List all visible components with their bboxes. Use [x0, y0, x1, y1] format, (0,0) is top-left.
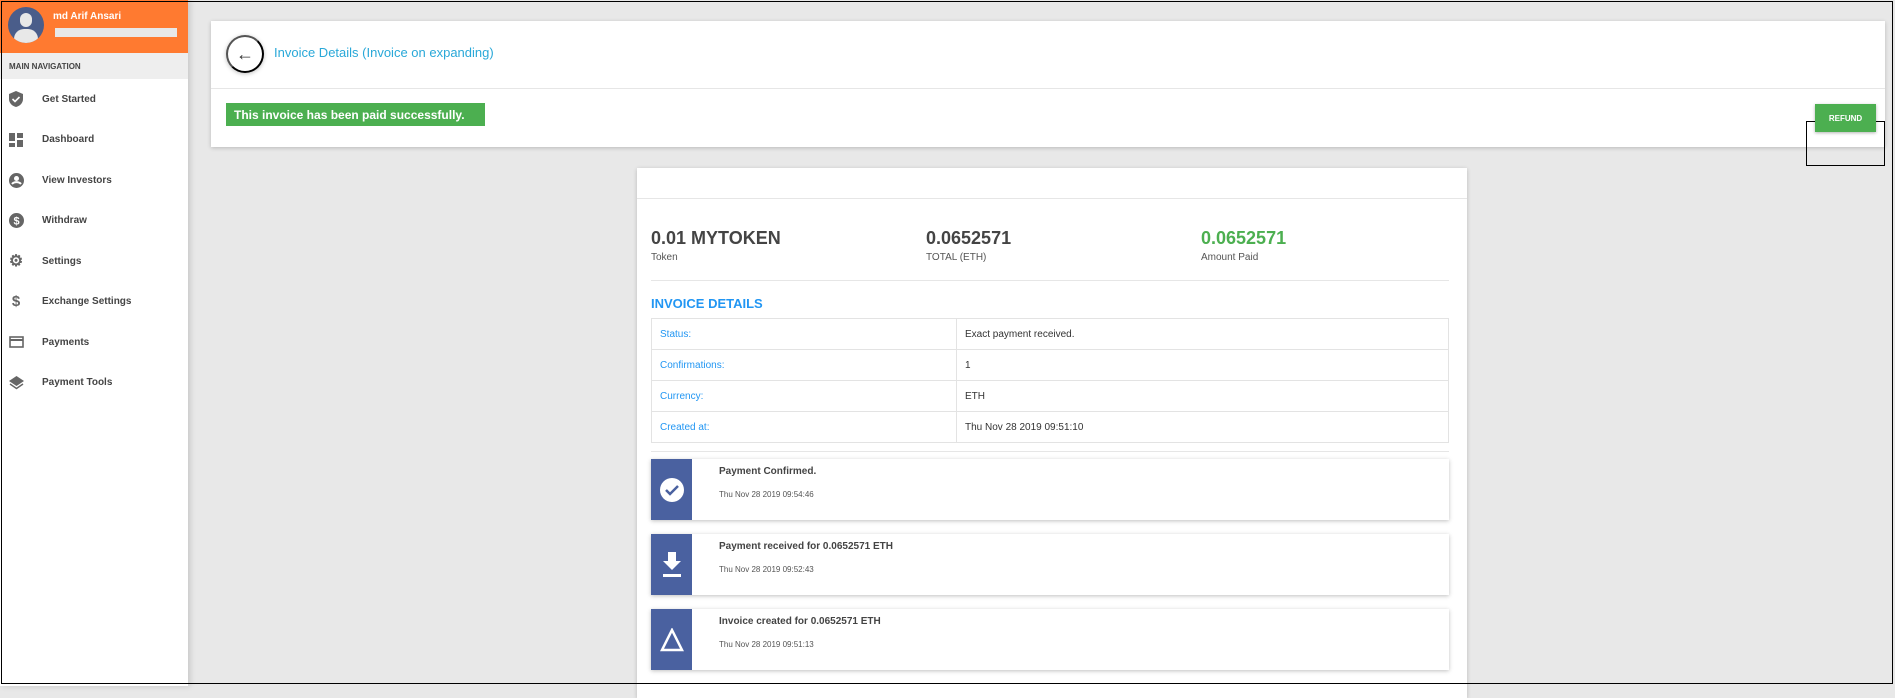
shield-check-icon	[8, 91, 24, 108]
sidebar-item-label: Payments	[42, 336, 90, 348]
svg-text:$: $	[13, 216, 19, 228]
stat-label: Token	[651, 252, 678, 263]
timeline-title: Payment received for 0.0652571 ETH	[719, 541, 893, 552]
row-key: Created at:	[651, 411, 957, 443]
triangle-icon	[651, 609, 692, 670]
page-title: Invoice Details (Invoice on expanding)	[274, 45, 494, 60]
table-row: Status: Exact payment received.	[651, 318, 1449, 350]
sidebar-item-label: Settings	[42, 255, 82, 267]
nav-section-header: MAIN NAVIGATION	[0, 53, 188, 79]
sidebar-item-label: Dashboard	[42, 134, 95, 146]
stat-value: 0.0652571	[926, 228, 1012, 248]
table-row: Currency: ETH	[651, 380, 1449, 412]
dashboard-icon	[8, 132, 24, 148]
back-button[interactable]: ←	[226, 35, 264, 73]
sidebar-item-label: View Investors	[42, 174, 112, 186]
row-value: Exact payment received.	[956, 318, 1449, 350]
timeline-date: Thu Nov 28 2019 09:51:13	[719, 640, 814, 649]
invoice-details-table: Status: Exact payment received. Confirmat…	[651, 318, 1449, 443]
row-key: Confirmations:	[651, 349, 957, 381]
sidebar-item-withdraw[interactable]: $ Withdraw	[0, 201, 188, 242]
timeline-item: Payment Confirmed. Thu Nov 28 2019 09:54…	[651, 459, 1449, 520]
timeline-date: Thu Nov 28 2019 09:52:43	[719, 565, 814, 574]
invoice-details-heading: INVOICE DETAILS	[651, 296, 763, 311]
stat-value: 0.01 MYTOKEN	[651, 228, 781, 248]
arrow-left-icon: ←	[236, 43, 254, 64]
sidebar-item-label: Payment Tools	[42, 377, 113, 389]
check-circle-icon	[651, 459, 692, 520]
sidebar: md Arif Ansari MAIN NAVIGATION Get Start…	[0, 0, 188, 686]
sidebar-item-payment-tools[interactable]: Payment Tools	[0, 363, 188, 404]
dollar-circle-icon: $	[8, 213, 24, 229]
layers-icon	[8, 375, 24, 391]
paid-status-banner: This invoice has been paid successfully.	[226, 103, 485, 126]
row-key: Currency:	[651, 380, 957, 412]
user-panel: md Arif Ansari	[0, 0, 188, 53]
stat-token: 0.01 MYTOKEN Token	[651, 228, 781, 263]
divider	[651, 280, 1449, 281]
table-row: Created at: Thu Nov 28 2019 09:51:10	[651, 411, 1449, 443]
table-row: Confirmations: 1	[651, 349, 1449, 381]
sidebar-item-payments[interactable]: Payments	[0, 322, 188, 363]
row-key: Status:	[651, 318, 957, 350]
sidebar-item-exchange-settings[interactable]: $ Exchange Settings	[0, 282, 188, 323]
timeline-title: Payment Confirmed.	[719, 466, 817, 477]
sidebar-item-dashboard[interactable]: Dashboard	[0, 120, 188, 161]
avatar[interactable]	[8, 7, 44, 43]
sidebar-item-settings[interactable]: ⚙ Settings	[0, 241, 188, 282]
credit-card-icon	[8, 334, 24, 350]
invoice-card: 0.01 MYTOKEN Token 0.0652571 TOTAL (ETH) 0…	[637, 168, 1467, 698]
stat-label: TOTAL (ETH)	[926, 252, 987, 263]
sidebar-item-label: Get Started	[42, 93, 96, 105]
account-circle-icon	[8, 172, 24, 188]
timeline-item: Invoice created for 0.0652571 ETH Thu No…	[651, 609, 1449, 670]
timeline-title: Invoice created for 0.0652571 ETH	[719, 616, 881, 627]
timeline-date: Thu Nov 28 2019 09:54:46	[719, 490, 814, 499]
row-value: ETH	[956, 380, 1449, 412]
refund-button[interactable]: REFUND	[1815, 104, 1876, 132]
timeline-item: Payment received for 0.0652571 ETH Thu N…	[651, 534, 1449, 595]
stat-amount-paid: 0.0652571 Amount Paid	[1201, 228, 1286, 263]
stat-total: 0.0652571 TOTAL (ETH)	[926, 228, 1011, 263]
row-value: 1	[956, 349, 1449, 381]
divider	[637, 198, 1467, 199]
user-name: md Arif Ansari	[53, 11, 122, 22]
stat-value: 0.0652571	[1201, 228, 1287, 248]
sidebar-item-get-started[interactable]: Get Started	[0, 79, 188, 120]
sidebar-item-label: Withdraw	[42, 215, 87, 227]
divider	[651, 451, 1449, 452]
download-icon	[651, 534, 692, 595]
invoice-header-card: ← Invoice Details (Invoice on expanding)…	[211, 21, 1885, 166]
divider	[211, 88, 1885, 89]
dollar-icon: $	[11, 293, 21, 311]
sidebar-item-label: Exchange Settings	[42, 296, 132, 308]
user-email-redacted	[55, 28, 177, 37]
gear-icon: ⚙	[8, 253, 24, 271]
stat-label: Amount Paid	[1201, 252, 1259, 263]
row-value: Thu Nov 28 2019 09:51:10	[956, 411, 1449, 443]
sidebar-item-view-investors[interactable]: View Investors	[0, 160, 188, 201]
